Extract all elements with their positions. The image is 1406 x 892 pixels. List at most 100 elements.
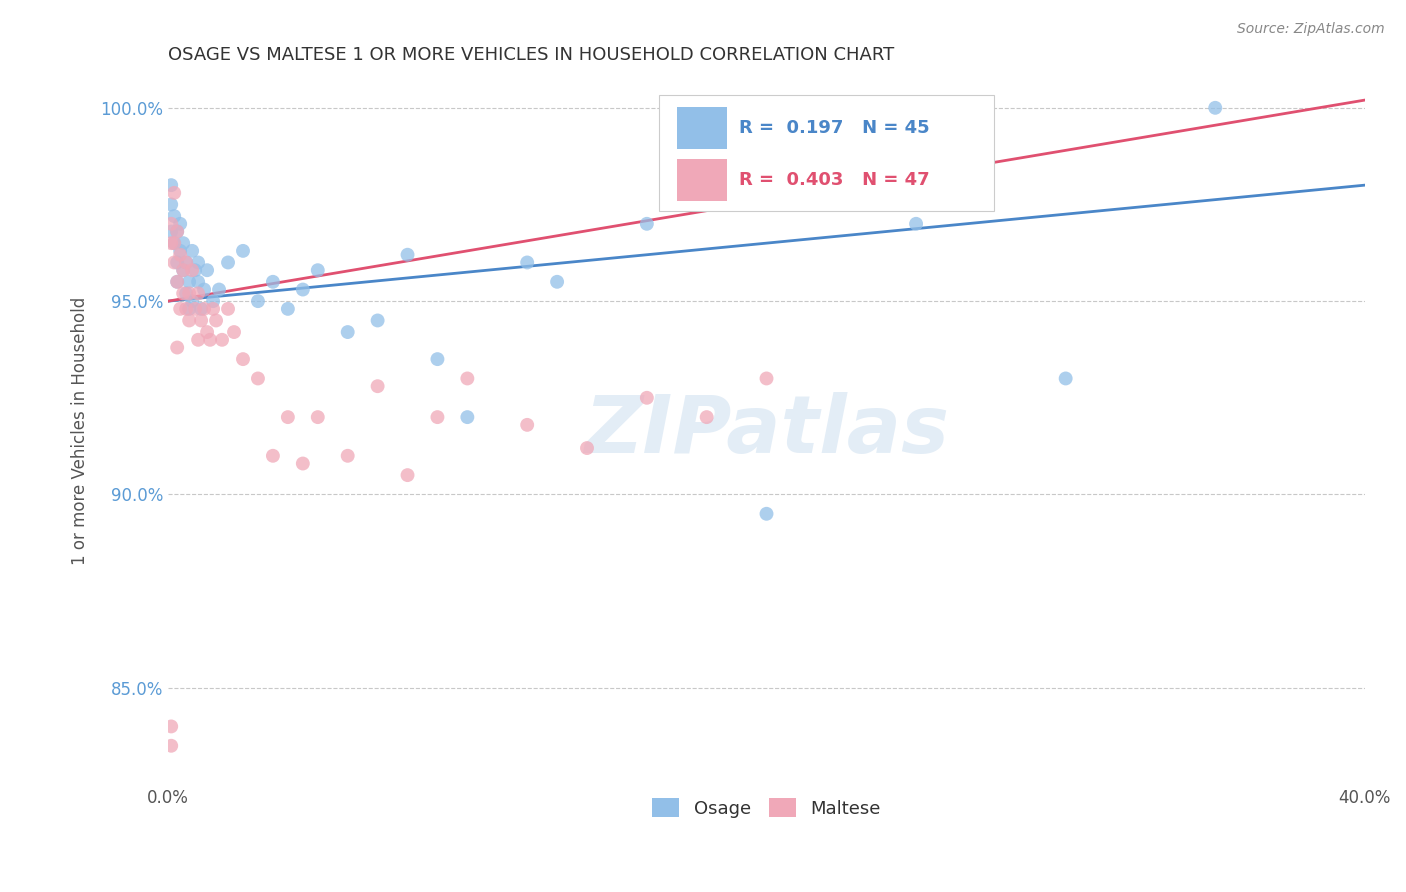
- Point: [211, 333, 233, 347]
- Point: [367, 379, 389, 393]
- Point: [291, 283, 314, 297]
- Point: [205, 313, 228, 327]
- Point: [193, 301, 215, 316]
- Point: [166, 275, 188, 289]
- Point: [174, 255, 197, 269]
- Point: [190, 313, 212, 327]
- Point: [307, 410, 329, 425]
- Point: [179, 275, 201, 289]
- Text: OSAGE VS MALTESE 1 OR MORE VEHICLES IN HOUSEHOLD CORRELATION CHART: OSAGE VS MALTESE 1 OR MORE VEHICLES IN H…: [169, 46, 894, 64]
- Point: [277, 301, 299, 316]
- Point: [181, 263, 204, 277]
- Point: [179, 313, 201, 327]
- Point: [193, 283, 215, 297]
- Point: [160, 236, 183, 251]
- Point: [456, 371, 478, 385]
- Point: [179, 301, 201, 316]
- Point: [636, 217, 658, 231]
- Point: [169, 301, 191, 316]
- Point: [166, 255, 188, 269]
- Point: [160, 225, 183, 239]
- Point: [696, 410, 718, 425]
- Point: [336, 449, 359, 463]
- Point: [202, 294, 225, 309]
- Point: [166, 275, 188, 289]
- Point: [181, 244, 204, 258]
- Point: [516, 417, 538, 432]
- Point: [262, 275, 284, 289]
- Point: [184, 301, 207, 316]
- Point: [166, 225, 188, 239]
- Point: [174, 286, 197, 301]
- Point: [198, 333, 221, 347]
- Point: [905, 217, 928, 231]
- Point: [166, 225, 188, 239]
- Point: [169, 244, 191, 258]
- Point: [546, 275, 568, 289]
- Point: [172, 286, 194, 301]
- Point: [1204, 101, 1226, 115]
- Point: [181, 294, 204, 309]
- Point: [367, 313, 389, 327]
- Point: [396, 248, 419, 262]
- Point: [202, 301, 225, 316]
- Text: Source: ZipAtlas.com: Source: ZipAtlas.com: [1237, 22, 1385, 37]
- Point: [187, 333, 209, 347]
- Point: [262, 449, 284, 463]
- Text: ZIPatlas: ZIPatlas: [583, 392, 949, 470]
- Point: [160, 739, 183, 753]
- Point: [336, 325, 359, 339]
- Point: [291, 457, 314, 471]
- FancyBboxPatch shape: [676, 160, 727, 202]
- Point: [160, 217, 183, 231]
- Point: [163, 236, 186, 251]
- Point: [163, 186, 186, 200]
- Point: [576, 441, 599, 455]
- Point: [172, 263, 194, 277]
- Point: [160, 197, 183, 211]
- Point: [636, 391, 658, 405]
- Point: [163, 209, 186, 223]
- Legend: Osage, Maltese: Osage, Maltese: [645, 791, 889, 825]
- Point: [160, 178, 183, 193]
- Point: [163, 255, 186, 269]
- Point: [426, 352, 449, 367]
- Point: [1054, 371, 1077, 385]
- Point: [184, 263, 207, 277]
- Point: [456, 410, 478, 425]
- Point: [232, 352, 254, 367]
- Point: [187, 255, 209, 269]
- Point: [246, 294, 269, 309]
- Point: [217, 301, 239, 316]
- Point: [222, 325, 245, 339]
- FancyBboxPatch shape: [676, 107, 727, 149]
- Point: [174, 255, 197, 269]
- Point: [160, 719, 183, 733]
- Point: [307, 263, 329, 277]
- Point: [169, 217, 191, 231]
- Point: [172, 263, 194, 277]
- Point: [755, 507, 778, 521]
- Y-axis label: 1 or more Vehicles in Household: 1 or more Vehicles in Household: [72, 296, 89, 565]
- Point: [232, 244, 254, 258]
- Point: [179, 286, 201, 301]
- Text: R =  0.403   N = 47: R = 0.403 N = 47: [740, 171, 929, 189]
- Point: [195, 263, 218, 277]
- Point: [396, 468, 419, 483]
- Text: R =  0.197   N = 45: R = 0.197 N = 45: [740, 120, 929, 137]
- Point: [217, 255, 239, 269]
- Point: [195, 325, 218, 339]
- Point: [246, 371, 269, 385]
- Point: [208, 283, 231, 297]
- Point: [166, 341, 188, 355]
- Point: [174, 301, 197, 316]
- Point: [169, 248, 191, 262]
- Point: [516, 255, 538, 269]
- Point: [755, 371, 778, 385]
- Point: [190, 301, 212, 316]
- Point: [163, 236, 186, 251]
- Point: [172, 236, 194, 251]
- Point: [187, 286, 209, 301]
- Point: [277, 410, 299, 425]
- Point: [187, 275, 209, 289]
